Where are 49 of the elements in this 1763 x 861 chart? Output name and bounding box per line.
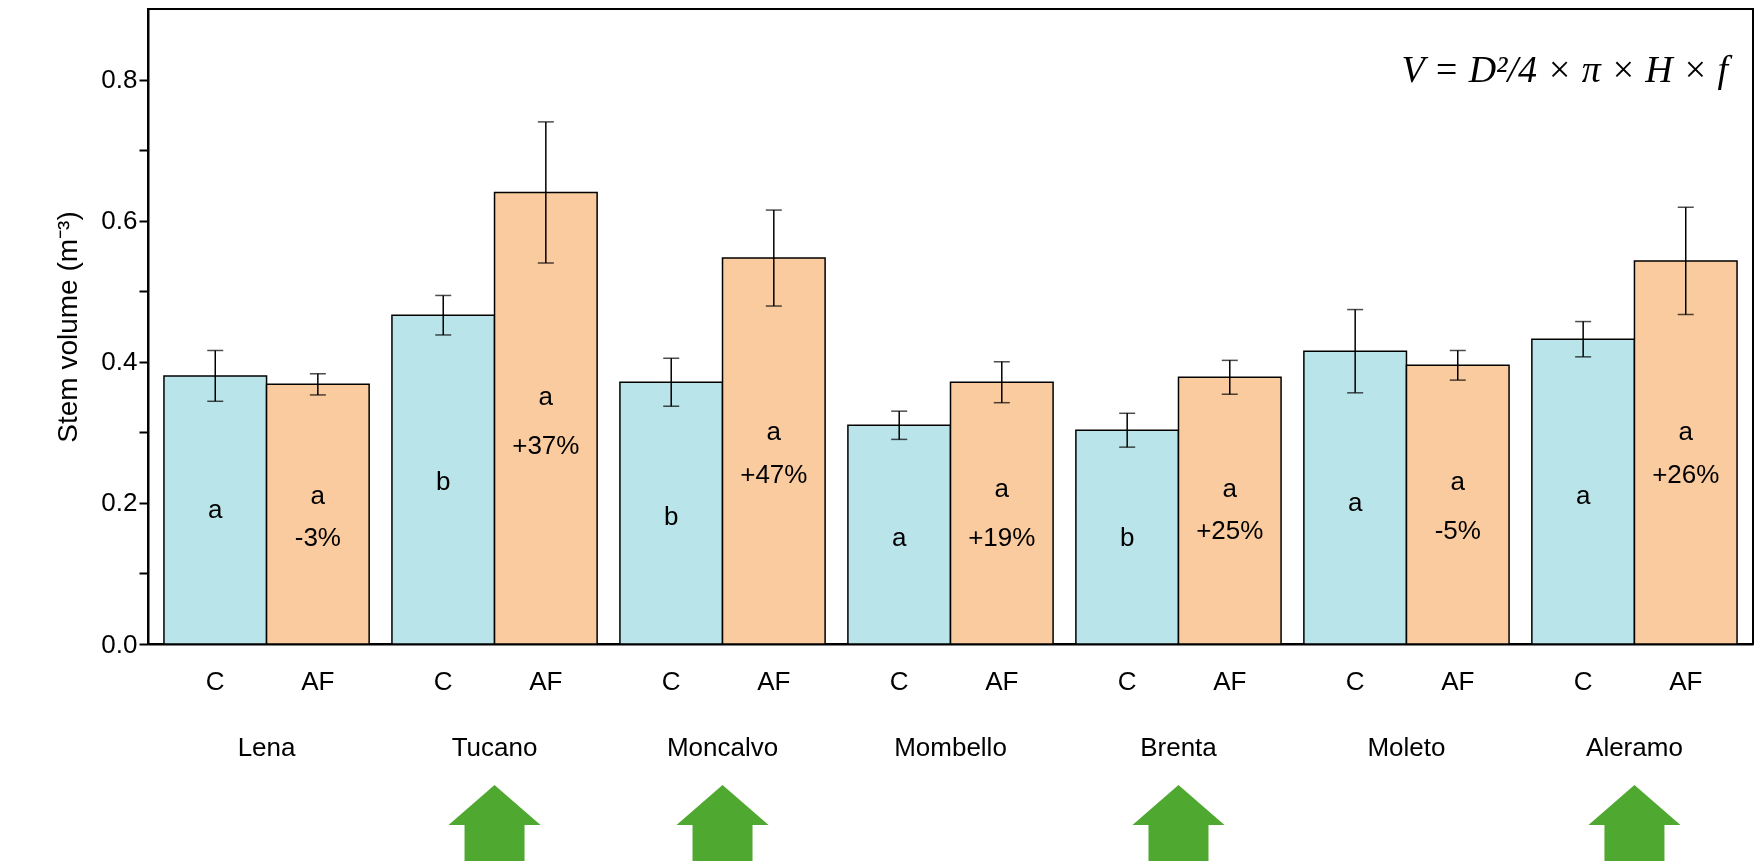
y-tick-label: 0.6 — [101, 205, 138, 236]
annotation: +26% — [1652, 458, 1720, 489]
annotation: +37% — [512, 430, 580, 461]
text: AF — [985, 666, 1019, 696]
text: C — [433, 666, 453, 696]
y-tick-label: 0.2 — [101, 487, 138, 518]
annotation: a — [1222, 472, 1238, 503]
x-tick-label: Moncalvo — [666, 731, 779, 762]
annotation: a — [208, 493, 224, 524]
series-label: C — [205, 666, 225, 696]
annotation: a — [1678, 416, 1694, 447]
y-tick-label: 0.8 — [101, 64, 138, 95]
x-tick-label: Mombello — [894, 731, 1007, 762]
text: C — [661, 666, 681, 696]
x-tick-label: Moleto — [1367, 731, 1446, 762]
annotation: +19% — [968, 522, 1036, 553]
annotation: V = D²/4 × π × H × f — [1401, 48, 1733, 90]
annotation: a — [1450, 465, 1466, 496]
annotation: a — [1575, 479, 1591, 510]
annotation: a — [538, 381, 554, 412]
x-tick-label: Brenta — [1140, 731, 1218, 762]
annotation: b — [1119, 522, 1135, 553]
text: AF — [757, 666, 791, 696]
text: AF — [529, 666, 563, 696]
annotation: +25% — [1196, 515, 1264, 546]
text: AF — [1669, 666, 1703, 696]
annotation: b — [663, 501, 679, 531]
annotation: a — [994, 472, 1010, 503]
annotation: a — [1347, 486, 1363, 517]
text: C — [1345, 666, 1365, 696]
annotation: a — [766, 416, 782, 447]
annotation: -3% — [294, 522, 341, 553]
x-tick-label: Lena — [237, 731, 297, 762]
annotation: b — [436, 465, 451, 496]
y-tick-label: 0.4 — [101, 346, 138, 377]
x-tick-label: Tucano — [451, 731, 538, 762]
text: AF — [1441, 666, 1475, 696]
text: C — [1573, 666, 1593, 696]
y-tick-label: 0.0 — [101, 628, 138, 659]
annotation: +47% — [740, 458, 808, 489]
series-label: AF — [301, 666, 335, 696]
annotation: a — [310, 479, 326, 510]
y-axis-title: Stem volume (m⁻³) — [52, 211, 84, 443]
text: C — [1117, 666, 1137, 696]
text: AF — [1213, 666, 1247, 696]
x-tick-label: Aleramo — [1586, 731, 1683, 762]
annotation: -5% — [1434, 515, 1481, 546]
annotation: a — [891, 522, 907, 553]
text: C — [889, 666, 909, 696]
